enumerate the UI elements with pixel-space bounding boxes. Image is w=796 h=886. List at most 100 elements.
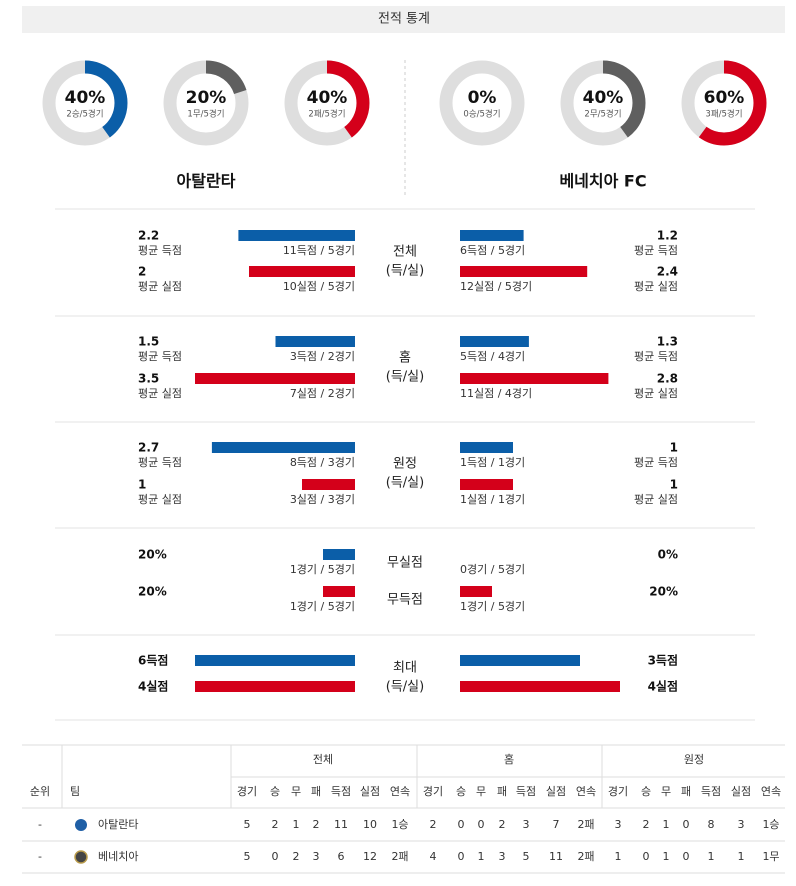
donut-detail: 3패/5경기 [705,109,742,120]
cell: 0 [458,850,465,863]
stat-value: 1 [138,478,146,492]
column-header: 경기 [423,785,443,798]
stat-label: 평균 득점 [138,350,182,363]
section-title: 홈 [399,351,411,366]
donut-percent: 40% [65,88,106,108]
column-header: 실점 [546,785,566,798]
stat-label: 평균 득점 [634,350,678,363]
stat-value: 1.3 [657,335,678,349]
cell: 5 [244,850,251,863]
cell: 2패 [391,850,408,863]
stat-bar [460,266,588,277]
stat-bar [195,373,355,384]
stat-bar [275,336,355,347]
cell: 1 [615,850,622,863]
stat-bar [460,479,513,490]
cell: 2 [499,818,506,831]
cell: 2 [293,850,300,863]
donut-percent: 20% [186,88,227,108]
cell: 3 [523,818,530,831]
stat-bar [460,230,524,241]
stat-detail: 0경기 / 5경기 [460,563,525,576]
section-title: 원정 [393,457,417,472]
rank: - [38,818,42,831]
team: 베네치아 [98,850,138,863]
cell: 4 [430,850,437,863]
group-header: 홈 [504,752,514,766]
row-title: 무실점 [387,556,423,571]
stat-detail: 1경기 / 5경기 [290,600,355,613]
donut-arc [284,60,370,146]
stat-detail: 11실점 / 4경기 [460,387,532,400]
column-header: 득점 [701,785,721,798]
team: 아탈란타 [98,818,138,831]
cell: 1 [663,818,670,831]
stat-bar [323,586,355,597]
cell: 11 [334,818,348,831]
cell: 2 [272,818,279,831]
column-header: 무 [661,785,671,798]
cell: 3 [738,818,745,831]
stat-label: 평균 득점 [634,456,678,469]
stat-bar [460,373,609,384]
stat-value: 1.5 [138,335,159,349]
separators [55,208,755,721]
cell: 1 [738,850,745,863]
stat-detail: 1득점 / 1경기 [460,456,525,469]
section-title: 전체 [393,245,417,260]
stat-bar [238,230,355,241]
stat-detail: 6득점 / 5경기 [460,244,525,257]
column-header: 실점 [731,785,751,798]
stat-detail: 11득점 / 5경기 [283,244,355,257]
stat-label: 평균 실점 [138,387,182,400]
stat-bar [195,681,355,692]
stat-bar [460,586,492,597]
header-bar [22,6,785,33]
cell: 2 [313,818,320,831]
row-title: 무득점 [387,593,423,608]
stat-value: 4실점 [138,679,168,694]
column-header: 실점 [360,785,380,798]
donut-detail: 2패/5경기 [308,109,345,120]
stat-value: 1.2 [657,229,678,243]
cell: 5 [244,818,251,831]
cell: 0 [478,818,485,831]
cell: 8 [708,818,715,831]
column-header: 무 [476,785,486,798]
cell: 1 [293,818,300,831]
cell: 1 [663,850,670,863]
stat-detail: 7실점 / 2경기 [290,387,355,400]
cell: 5 [523,850,530,863]
stat-bar [460,655,580,666]
column-header: 패 [497,785,507,798]
donut-percent: 0% [468,88,497,108]
section-subtitle: (득/실) [386,680,424,695]
section-subtitle: (득/실) [386,476,424,491]
stat-detail: 8득점 / 3경기 [290,456,355,469]
stat-label: 평균 득점 [138,456,182,469]
donut-percent: 40% [583,88,624,108]
cell: 11 [549,850,563,863]
stat-value: 20% [649,585,678,599]
section-subtitle: (득/실) [386,370,424,385]
stat-bar [302,479,355,490]
column-header: 무 [291,785,301,798]
donut-arc [681,60,767,146]
stat-bar [460,336,529,347]
column-header: 득점 [516,785,536,798]
stat-bar [249,266,355,277]
stat-detail: 1경기 / 5경기 [290,563,355,576]
cell: 1무 [762,850,779,863]
column-header: 경기 [237,785,257,798]
stat-value: 0% [658,548,678,562]
group-header: 원정 [684,753,704,766]
table-lines [22,744,785,874]
stat-detail: 1경기 / 5경기 [460,600,525,613]
stat-detail: 3득점 / 2경기 [290,350,355,363]
donut-arc [560,60,646,146]
stat-label: 평균 실점 [634,493,678,506]
team-name: 아탈란타 [177,172,236,191]
column-header: 패 [311,785,321,798]
column-header: 승 [456,785,466,798]
